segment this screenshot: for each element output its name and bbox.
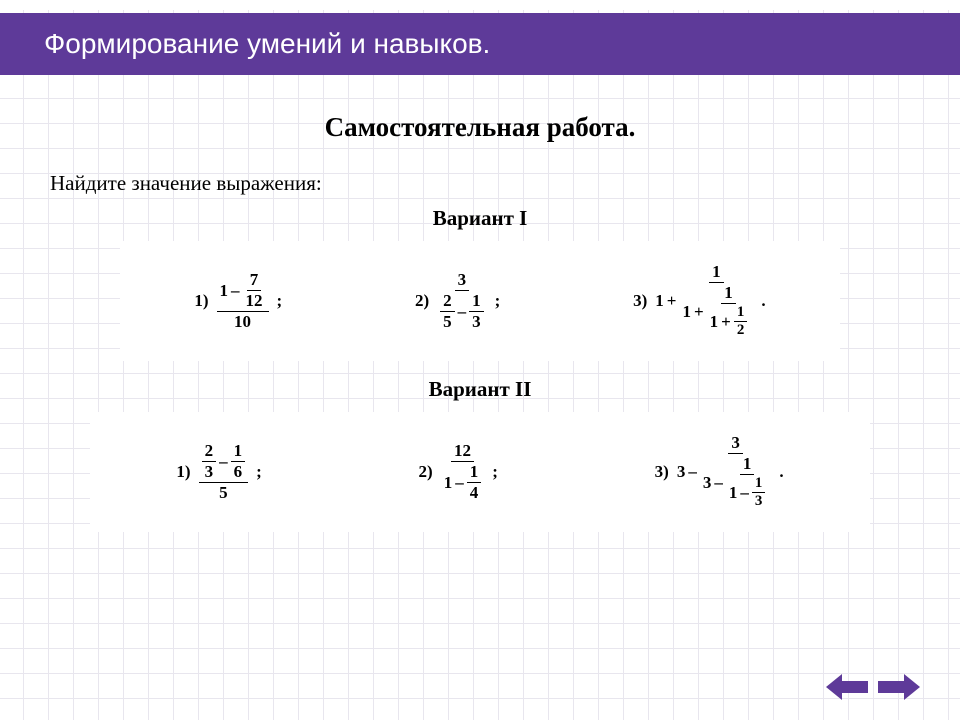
problem-number: 1): [176, 462, 190, 482]
top-white-band: [0, 0, 960, 10]
problem-trailing: .: [779, 462, 783, 482]
variant2-label: Вариант II: [40, 377, 920, 402]
problem-number: 3): [655, 462, 669, 482]
problem-trailing: ;: [495, 291, 501, 311]
arrow-right-icon: [878, 672, 920, 702]
next-arrow-button[interactable]: [878, 672, 920, 702]
problem-number: 2): [415, 291, 429, 311]
problem-v1p1: 1) 1–71210;: [194, 271, 282, 331]
problem-v1p3: 3) 1+11+11+12.: [633, 263, 765, 339]
problem-expression: 121–14: [441, 442, 485, 502]
content-area: Самостоятельная работа. Найдите значение…: [0, 90, 960, 548]
problem-expression: 325–13: [437, 271, 487, 331]
problem-v2p3: 3) 3–33–11–13.: [655, 434, 784, 510]
title-text: Формирование умений и навыков.: [44, 28, 490, 60]
problem-expression: 23–165: [199, 442, 249, 502]
problem-expression: 1–71210: [217, 271, 269, 331]
problem-v2p2: 2) 121–14;: [419, 442, 498, 502]
variant2-problems: 1) 23–165; 2) 121–14; 3) 3–33–11–13.: [90, 412, 870, 532]
problem-number: 1): [194, 291, 208, 311]
problem-number: 2): [419, 462, 433, 482]
variant1-problems: 1) 1–71210; 2) 325–13; 3) 1+11+11+12.: [120, 241, 840, 361]
problem-number: 3): [633, 291, 647, 311]
problem-v1p2: 2) 325–13;: [415, 271, 500, 331]
instruction-text: Найдите значение выражения:: [50, 171, 920, 196]
problem-trailing: ;: [277, 291, 283, 311]
problem-expression: 1+11+11+12: [655, 263, 753, 339]
problem-trailing: .: [761, 291, 765, 311]
problem-trailing: ;: [256, 462, 262, 482]
problem-trailing: ;: [492, 462, 498, 482]
problem-v2p1: 1) 23–165;: [176, 442, 261, 502]
page-title: Самостоятельная работа.: [40, 112, 920, 143]
prev-arrow-button[interactable]: [826, 672, 868, 702]
problem-expression: 3–33–11–13: [677, 434, 772, 510]
title-bar: Формирование умений и навыков.: [0, 13, 960, 75]
nav-arrows: [826, 672, 920, 702]
variant1-label: Вариант I: [40, 206, 920, 231]
arrow-left-icon: [826, 672, 868, 702]
